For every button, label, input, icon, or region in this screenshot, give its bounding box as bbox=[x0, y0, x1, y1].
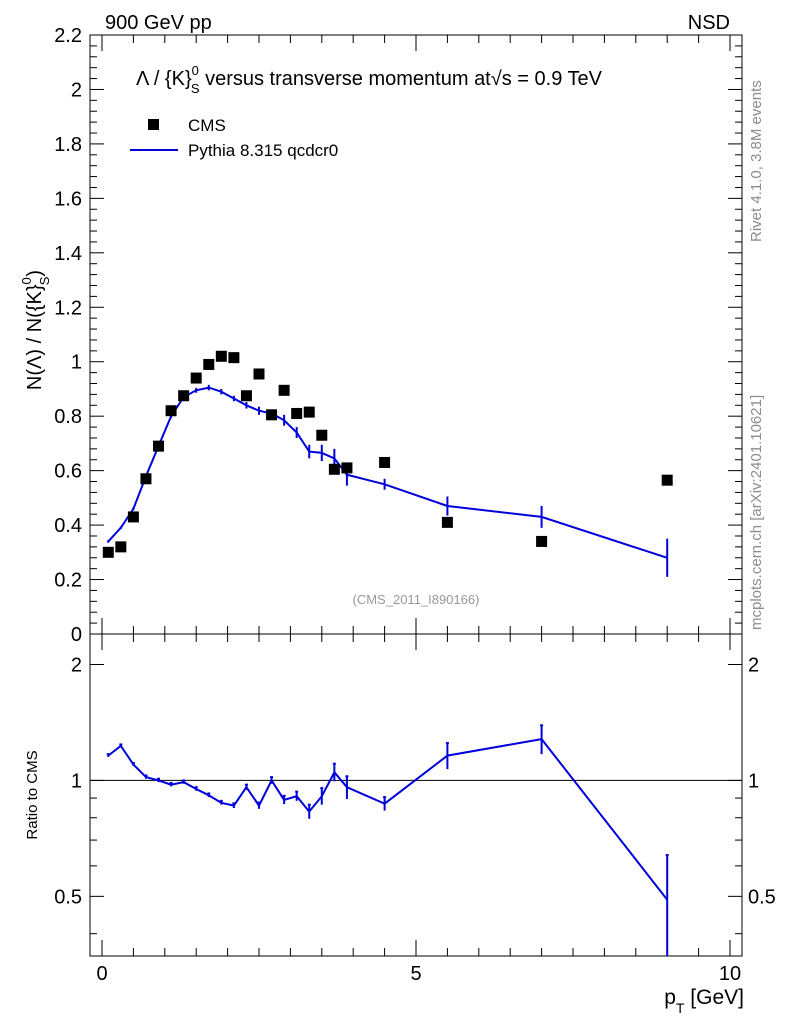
main-ytick-label: 2.2 bbox=[54, 25, 82, 47]
mc-series-line bbox=[107, 386, 668, 559]
cms-data-point bbox=[253, 368, 265, 380]
cms-data-point bbox=[291, 407, 303, 419]
y-axis-label: N(Λ) / N({K}0 S) bbox=[19, 270, 52, 390]
cms-data-point bbox=[178, 390, 190, 402]
cms-data-point bbox=[240, 390, 252, 402]
cms-data-point bbox=[316, 429, 328, 441]
x-tick-label: 0 bbox=[96, 963, 107, 985]
cms-data-point bbox=[102, 546, 114, 558]
main-ytick-label: 0.8 bbox=[54, 406, 82, 428]
legend: CMS Pythia 8.315 qcdcr0 bbox=[130, 116, 338, 160]
analysis-watermark: (CMS_2011_I890166) bbox=[353, 592, 480, 607]
cms-data-point bbox=[328, 463, 340, 475]
main-ytick-label: 1.2 bbox=[54, 297, 82, 319]
main-ytick-label: 1.8 bbox=[54, 134, 82, 156]
cms-data-point bbox=[140, 473, 152, 485]
cms-data-point bbox=[115, 541, 127, 553]
legend-label-mc: Pythia 8.315 qcdcr0 bbox=[188, 141, 338, 160]
main-ytick-label: 0.4 bbox=[54, 515, 82, 537]
sqrt-symbol: √ bbox=[491, 68, 502, 90]
cms-data-point bbox=[379, 456, 391, 468]
ratio-ytick-label-right: 0.5 bbox=[748, 886, 776, 908]
main-ytick-label: 1 bbox=[71, 352, 82, 374]
cms-data-point bbox=[441, 516, 453, 528]
cms-data-point bbox=[190, 372, 202, 384]
chart-title: Λ / {K}0 S versus transverse momentum at√… bbox=[136, 63, 603, 96]
cms-data-point bbox=[165, 405, 177, 417]
legend-marker-cms bbox=[148, 119, 159, 130]
cms-data-point bbox=[228, 352, 240, 364]
ratio-ytick-label-left: 2 bbox=[71, 654, 82, 676]
cms-data-point bbox=[341, 462, 353, 474]
cms-data-point bbox=[153, 440, 165, 452]
main-ytick-label: 1.4 bbox=[54, 243, 82, 265]
ratio-y-axis-label: Ratio to CMS bbox=[24, 750, 41, 839]
main-ytick-label: 0.6 bbox=[54, 461, 82, 483]
x-axis-label: pT [GeV] bbox=[664, 986, 744, 1016]
header-right: NSD bbox=[688, 12, 730, 34]
main-axes: 0 0.2 0.4 0.6 0.8 1 1.2 1.4 1.6 1.8 2 2.2 bbox=[54, 25, 742, 646]
cms-data-point bbox=[266, 409, 278, 421]
x-tick-label: 5 bbox=[410, 963, 421, 985]
ratio-plot-frame bbox=[89, 633, 743, 957]
mcplots-credit-text: mcplots.cern.ch [arXiv:2401.10621] bbox=[748, 395, 765, 630]
ratio-ytick-label-right: 2 bbox=[748, 654, 759, 676]
header-left: 900 GeV pp bbox=[105, 12, 212, 34]
cms-data-point bbox=[203, 358, 215, 370]
ratio-series bbox=[106, 724, 669, 956]
cms-data-point bbox=[127, 511, 139, 523]
rivet-version-text: Rivet 4.1.0, 3.8M events bbox=[748, 80, 765, 242]
cms-data-point bbox=[303, 406, 315, 418]
x-tick-label: 10 bbox=[719, 963, 741, 985]
main-ytick-label: 0 bbox=[71, 624, 82, 646]
main-ytick-label: 2 bbox=[71, 79, 82, 101]
cms-data-point bbox=[215, 350, 227, 362]
ratio-ytick-label-right: 1 bbox=[748, 770, 759, 792]
ratio-ytick-label-left: 1 bbox=[71, 770, 82, 792]
cms-data-point bbox=[536, 535, 548, 547]
ratio-series-line bbox=[107, 738, 668, 901]
legend-label-cms: CMS bbox=[188, 116, 226, 135]
cms-data-point bbox=[661, 474, 673, 486]
ratio-ytick-label-left: 0.5 bbox=[54, 886, 82, 908]
main-ytick-label: 1.6 bbox=[54, 188, 82, 210]
main-series bbox=[102, 350, 673, 577]
cms-data-point bbox=[278, 384, 290, 396]
main-ytick-label: 0.2 bbox=[54, 570, 82, 592]
